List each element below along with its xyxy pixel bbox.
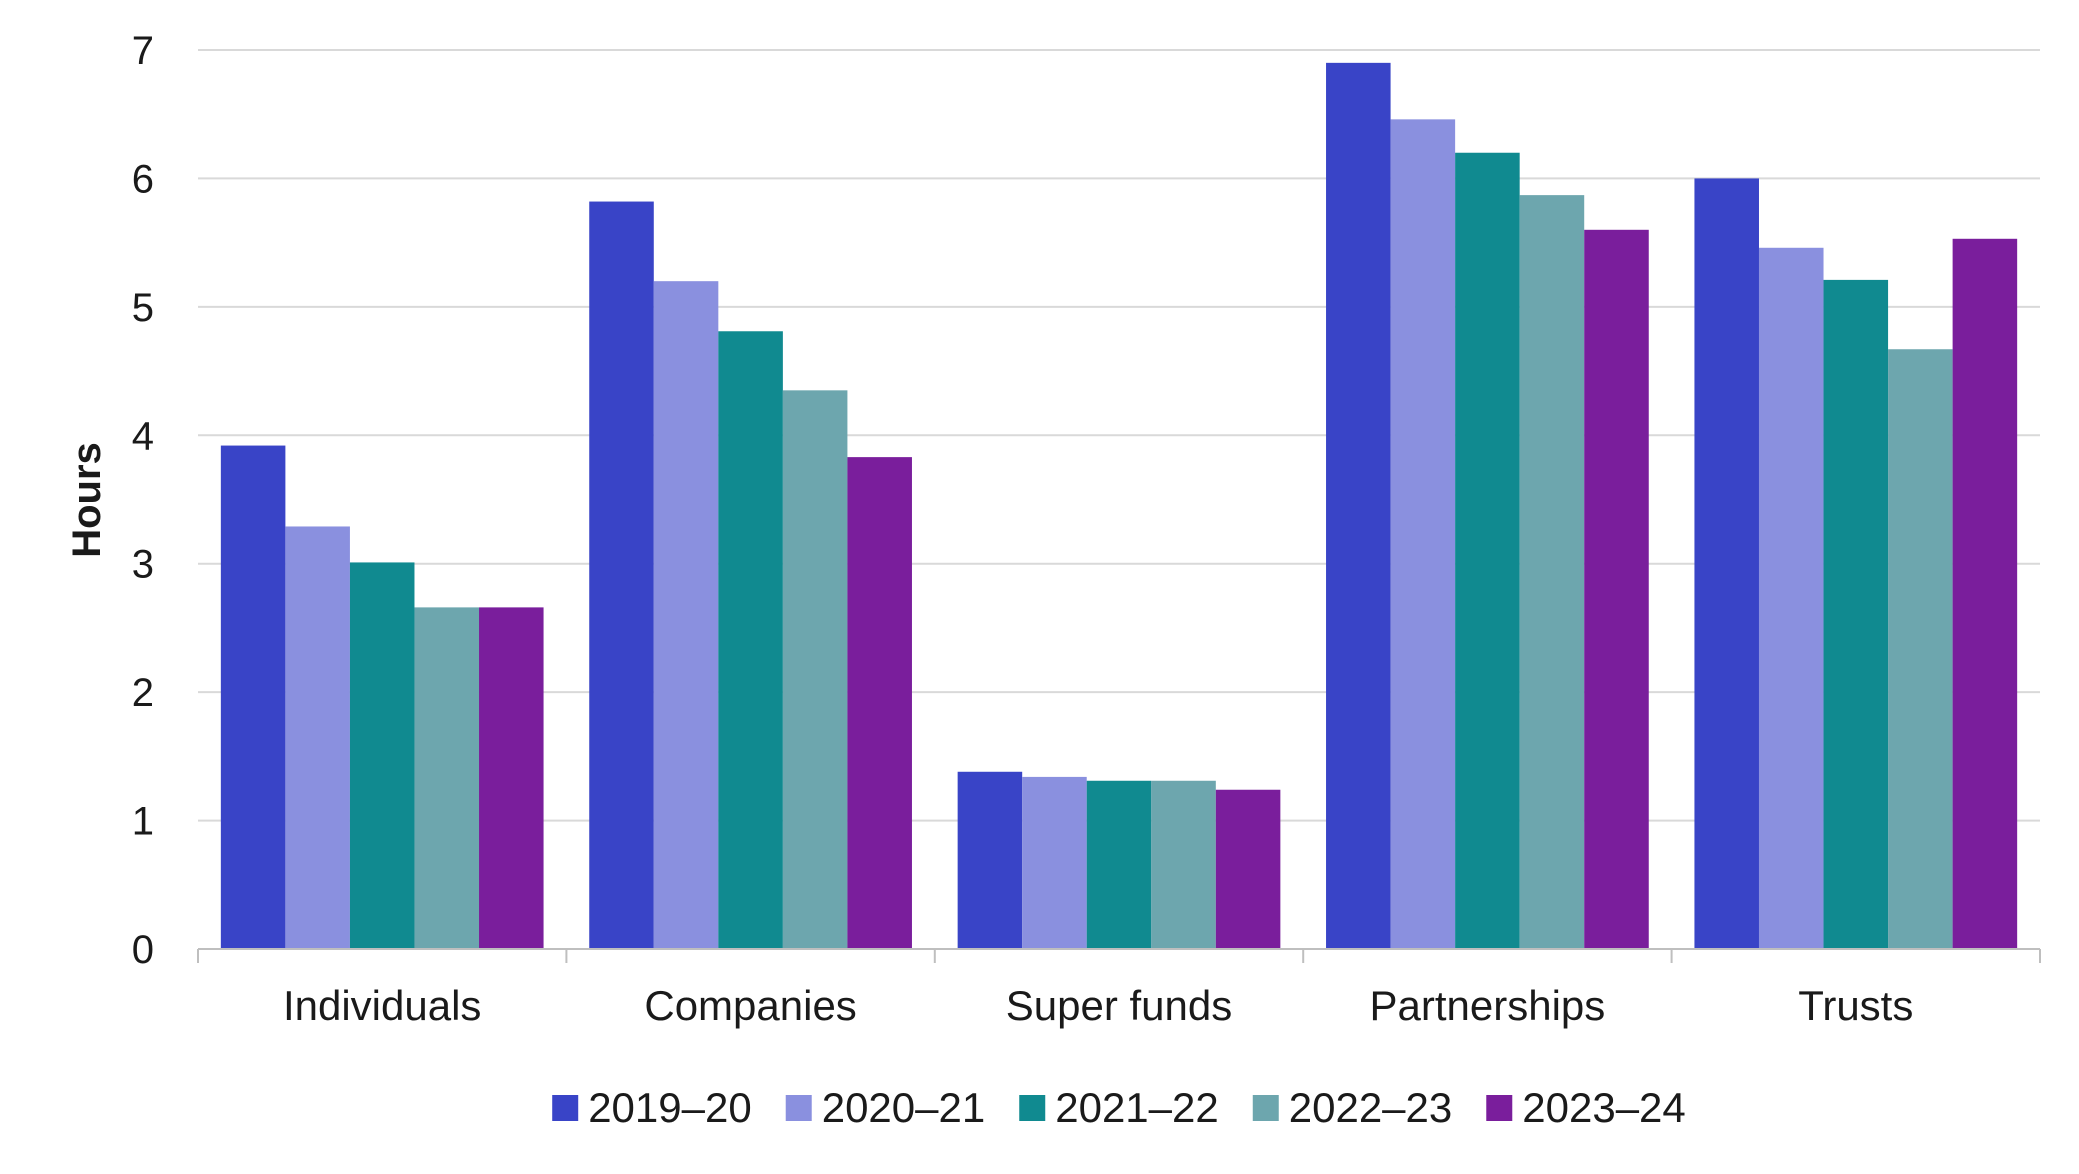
bar [782,390,848,950]
y-tick-label: 4 [132,414,154,458]
bars [220,62,2018,950]
x-category-label: Individuals [283,982,481,1029]
bar [220,445,286,949]
legend-item: 2021–22 [1019,1084,1219,1131]
bar [653,281,719,950]
bar [349,562,415,949]
legend: 2019–20 2020–21 2021–22 2022–23 2023–24 [552,1084,1686,1131]
bar [1151,780,1216,949]
y-axis-title: Hours [65,442,109,558]
legend-item: 2023–24 [1486,1084,1686,1131]
y-tick-label: 0 [132,928,154,972]
bar [1952,238,2018,950]
bar [1758,247,1824,949]
legend-item: 2019–20 [552,1084,752,1131]
bar [285,526,350,949]
y-tick-label: 1 [132,800,154,844]
bar [1390,119,1456,949]
bar [718,331,783,950]
bar [957,771,1023,949]
bar [589,201,654,949]
bar [1519,195,1585,950]
bar [1694,178,1759,949]
bar [1326,62,1391,950]
bar [1888,349,1953,949]
bar [1823,279,1889,949]
bar [1215,789,1281,949]
y-tick-label: 3 [132,543,154,587]
bar [1455,152,1520,949]
legend-swatch [1486,1095,1513,1121]
legend-item: 2020–21 [785,1084,986,1131]
legend-label: 2022–23 [1289,1084,1453,1131]
bar [1584,229,1649,950]
legend-swatch [552,1095,579,1121]
x-category-label: Super funds [1006,982,1233,1029]
legend-swatch [1019,1095,1046,1121]
legend-label: 2020–21 [822,1084,986,1131]
legend-label: 2019–20 [588,1084,752,1131]
y-tick-label: 6 [132,157,154,201]
bar [1022,776,1087,949]
y-tick-label: 7 [132,29,154,73]
bar [847,457,912,949]
x-category-label: Trusts [1798,982,1913,1029]
x-category-label: Companies [644,982,856,1029]
legend-swatch [1252,1095,1279,1121]
bar [479,607,544,949]
bar [1086,780,1152,949]
x-category-label: Partnerships [1370,982,1606,1029]
legend-swatch [785,1095,812,1121]
bar [414,607,480,949]
y-tick-label: 2 [132,671,154,715]
y-tick-label: 5 [132,286,154,330]
legend-label: 2021–22 [1055,1084,1219,1131]
axes: 0 1 2 3 4 5 6 7 Individuals Companies Super funds P… [132,29,2041,1029]
legend-label: 2023–24 [1522,1084,1686,1131]
legend-item: 2022–23 [1252,1084,1453,1131]
